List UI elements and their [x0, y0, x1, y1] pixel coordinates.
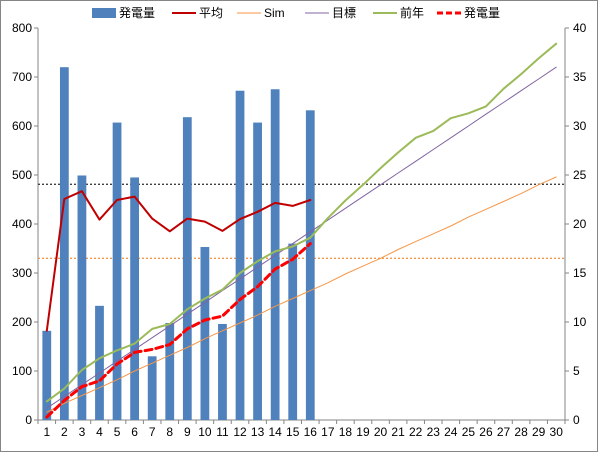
x-tick-label: 3 — [79, 425, 86, 439]
bar — [253, 122, 262, 420]
series-line — [46, 176, 557, 413]
series-line — [46, 66, 557, 409]
left-axis-ticks: 0 100 200 300 400 500 600 700 800 — [12, 21, 38, 427]
right-tick-label: 35 — [573, 70, 587, 84]
x-tick-label: 1 — [43, 425, 50, 439]
bar — [42, 330, 52, 420]
x-tick-label: 27 — [497, 425, 511, 439]
x-tick-label: 9 — [184, 425, 191, 439]
right-tick-label: 10 — [573, 315, 587, 329]
x-tick-label: 28 — [514, 425, 528, 439]
x-axis-ticks: 1 2 3 4 5 6 7 8 9 10 11 12 13 14 15 16 17 18 19 20 21 22 23 24 2… — [37, 420, 566, 439]
bar — [182, 117, 192, 421]
bar — [130, 177, 140, 420]
left-tick-label: 200 — [12, 315, 32, 329]
lines — [45, 42, 558, 419]
right-tick-label: 15 — [573, 266, 587, 280]
bars — [42, 67, 315, 421]
x-tick-label: 10 — [198, 425, 212, 439]
x-tick-label: 18 — [339, 425, 353, 439]
right-tick-label: 40 — [573, 21, 587, 35]
bar — [305, 110, 315, 420]
legend-label: Sim — [264, 6, 285, 20]
series-line — [45, 242, 312, 419]
x-tick-label: 24 — [444, 425, 458, 439]
x-tick-label: 17 — [321, 425, 335, 439]
legend-label: 目標 — [332, 6, 356, 20]
x-tick-label: 6 — [131, 425, 138, 439]
x-tick-label: 21 — [391, 425, 405, 439]
right-tick-label: 25 — [573, 168, 587, 182]
bar — [112, 122, 122, 420]
x-tick-label: 12 — [233, 425, 247, 439]
x-tick-label: 19 — [356, 425, 370, 439]
right-tick-label: 0 — [573, 413, 580, 427]
x-tick-label: 22 — [409, 425, 423, 439]
x-tick-label: 20 — [374, 425, 388, 439]
x-tick-label: 13 — [251, 425, 265, 439]
x-tick-label: 11 — [216, 425, 229, 439]
left-tick-label: 600 — [12, 119, 32, 133]
series-line — [45, 190, 312, 332]
x-tick-label: 14 — [268, 425, 282, 439]
bar — [59, 67, 69, 420]
bar — [218, 323, 227, 420]
left-tick-label: 700 — [12, 70, 32, 84]
x-tick-label: 8 — [166, 425, 173, 439]
x-tick-label: 26 — [479, 425, 493, 439]
legend-label: 前年 — [400, 5, 424, 20]
right-axis-ticks: 0 5 10 15 20 25 30 35 40 — [565, 21, 587, 427]
left-tick-label: 0 — [25, 413, 32, 427]
x-tick-label: 16 — [304, 425, 318, 439]
legend-label: 発電量 — [119, 6, 155, 20]
bar — [235, 90, 245, 420]
x-tick-label: 4 — [96, 425, 103, 439]
bar — [270, 89, 280, 420]
x-tick-label: 15 — [286, 425, 300, 439]
left-tick-label: 300 — [12, 266, 32, 280]
right-tick-label: 30 — [573, 119, 587, 133]
x-tick-label: 7 — [149, 425, 156, 439]
legend-label: 発電量 — [464, 6, 500, 20]
x-tick-label: 30 — [550, 425, 564, 439]
x-tick-label: 2 — [61, 425, 68, 439]
left-tick-label: 100 — [12, 364, 32, 378]
bar — [200, 247, 210, 420]
left-tick-label: 400 — [12, 217, 32, 231]
legend: 発電量 平均 Sim 目標 前年 発電量 — [92, 5, 500, 20]
bar — [77, 175, 87, 420]
series-line — [45, 42, 558, 403]
bar — [165, 322, 175, 420]
bar — [288, 243, 298, 420]
legend-swatch — [92, 8, 116, 18]
right-tick-label: 20 — [573, 217, 587, 231]
bar — [95, 305, 104, 420]
x-tick-label: 23 — [427, 425, 441, 439]
bar — [147, 356, 157, 420]
x-tick-label: 25 — [462, 425, 476, 439]
right-tick-label: 5 — [573, 364, 580, 378]
legend-label: 平均 — [199, 6, 223, 20]
left-tick-label: 500 — [12, 168, 32, 182]
x-tick-label: 5 — [114, 425, 121, 439]
x-tick-label: 29 — [532, 425, 546, 439]
left-tick-label: 800 — [12, 21, 32, 35]
